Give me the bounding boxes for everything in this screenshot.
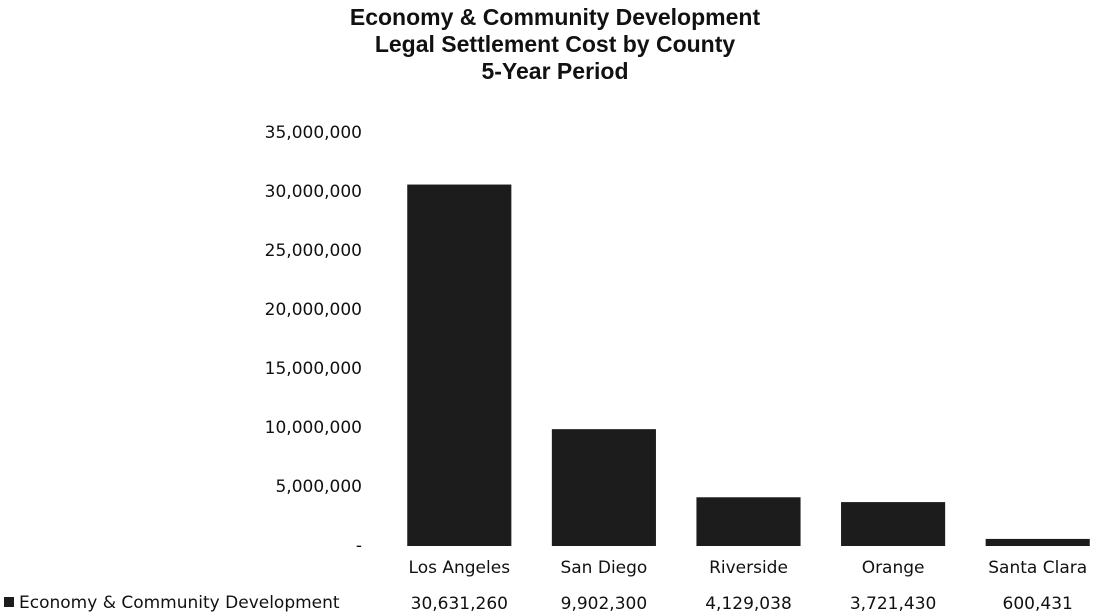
bar (841, 502, 946, 546)
data-table-value: 9,902,300 (561, 594, 648, 614)
bar (551, 429, 656, 546)
legend-marker (4, 597, 14, 607)
chart-title: Legal Settlement Cost by County (375, 31, 736, 57)
data-table-value: 600,431 (1003, 594, 1073, 614)
x-tick-label: Riverside (709, 558, 788, 578)
data-table-value: 4,129,038 (705, 594, 792, 614)
x-tick-label: Los Angeles (409, 558, 511, 578)
chart-title: 5-Year Period (481, 58, 628, 84)
y-tick-label: 20,000,000 (265, 300, 362, 320)
x-tick-label: Santa Clara (988, 558, 1087, 578)
y-tick-label: 10,000,000 (265, 418, 362, 438)
data-table-value: 30,631,260 (411, 594, 508, 614)
data-table-value: 3,721,430 (850, 594, 937, 614)
bar (407, 184, 512, 546)
y-tick-label: 25,000,000 (265, 241, 362, 261)
x-tick-label: Orange (862, 558, 925, 578)
bar (696, 497, 801, 546)
bar (985, 538, 1090, 546)
y-tick-label: 30,000,000 (265, 182, 362, 202)
y-tick-label: 15,000,000 (265, 359, 362, 379)
legend-label: Economy & Community Development (19, 593, 340, 613)
y-tick-label: 5,000,000 (275, 477, 362, 497)
chart-title: Economy & Community Development (350, 4, 761, 30)
x-tick-label: San Diego (560, 558, 647, 578)
y-tick-label: - (356, 536, 362, 556)
y-tick-label: 35,000,000 (265, 123, 362, 143)
